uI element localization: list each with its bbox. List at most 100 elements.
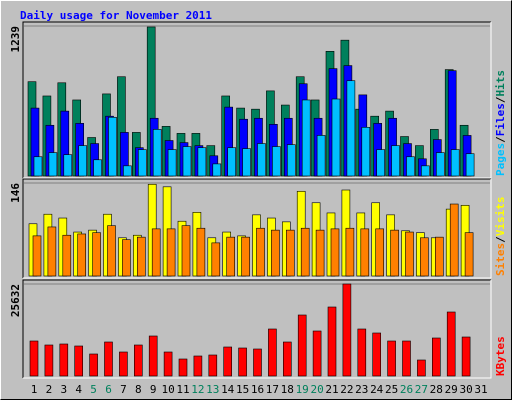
bar	[62, 234, 72, 277]
x-tick-label: 17	[266, 383, 279, 396]
bar	[301, 99, 311, 177]
legend: KBytes	[494, 336, 507, 376]
bar	[461, 336, 471, 377]
x-tick-label: 14	[221, 383, 235, 396]
bar	[108, 116, 117, 177]
bar	[387, 340, 396, 377]
x-tick-label: 3	[60, 383, 67, 396]
bar	[376, 149, 386, 177]
x-tick-label: 10	[161, 383, 174, 396]
bar	[151, 228, 161, 277]
bar	[450, 149, 460, 177]
x-tick-label: 7	[120, 383, 127, 396]
x-tick-label: 4	[75, 383, 82, 396]
bar	[122, 239, 131, 277]
bar	[182, 146, 192, 177]
bar	[327, 306, 337, 377]
bar	[74, 345, 83, 377]
legend-separator: /	[494, 136, 507, 143]
bar	[300, 227, 310, 277]
x-tick-label: 21	[325, 383, 338, 396]
legend-entry: Files	[494, 103, 507, 136]
bar	[152, 129, 162, 177]
bar	[137, 236, 146, 277]
bar	[167, 149, 177, 177]
bar	[78, 145, 87, 177]
x-tick-label: 1	[31, 383, 38, 396]
bar	[32, 235, 42, 277]
bar	[435, 152, 445, 177]
bar	[346, 80, 356, 177]
bar	[92, 232, 101, 277]
x-tick-label: 9	[150, 383, 157, 396]
chart-title: Daily usage for November 2011	[20, 9, 212, 22]
x-tick-label: 23	[355, 383, 368, 396]
x-tick-label: 11	[176, 383, 189, 396]
bar	[449, 203, 459, 277]
x-tick-label: 31	[474, 383, 487, 396]
bar	[29, 340, 39, 377]
bar	[464, 232, 474, 277]
bar	[47, 226, 57, 277]
bar	[196, 227, 206, 277]
bar	[63, 154, 73, 177]
bar	[315, 229, 325, 277]
legend-entry: KBytes	[494, 336, 507, 376]
x-tick-label: 25	[385, 383, 398, 396]
x-tick-label: 13	[206, 383, 219, 396]
bar	[77, 233, 86, 277]
legend: Sites/Visits	[494, 197, 507, 277]
bar	[286, 144, 296, 177]
y-tick-label: 146	[9, 183, 22, 203]
legend-entry: Sites	[494, 243, 507, 276]
x-tick-label: 16	[251, 383, 264, 396]
bar	[211, 242, 221, 277]
bar	[238, 347, 247, 377]
bar	[282, 341, 292, 377]
x-tick-label: 6	[105, 383, 112, 396]
x-tick-label: 20	[310, 383, 323, 396]
y-tick-label: 25632	[9, 284, 22, 317]
bar	[256, 227, 265, 277]
bar	[181, 225, 191, 277]
bevel	[23, 179, 492, 279]
bar	[271, 229, 280, 277]
legend: Pages/Files/Hits	[494, 70, 507, 176]
bar	[148, 335, 158, 377]
legend-entry: Hits	[494, 70, 507, 97]
bar	[272, 146, 281, 177]
bar	[421, 165, 430, 177]
x-tick-label: 18	[281, 383, 294, 396]
bevel	[22, 178, 491, 278]
bar	[59, 343, 69, 377]
bar	[227, 147, 236, 177]
legend-entry: Pages	[494, 143, 507, 176]
bar	[390, 229, 399, 277]
bar	[119, 351, 128, 377]
bar	[285, 229, 295, 277]
bar	[361, 127, 371, 177]
bar	[89, 353, 98, 377]
bar	[44, 344, 54, 377]
bar	[446, 311, 456, 377]
bar	[104, 341, 113, 377]
bar	[123, 165, 132, 177]
bevel	[23, 22, 492, 179]
bar	[241, 236, 250, 277]
x-tick-label: 22	[340, 383, 353, 396]
bar	[417, 359, 426, 377]
bar	[208, 354, 218, 377]
bar	[163, 351, 173, 377]
bar	[360, 228, 370, 277]
bar	[331, 98, 341, 177]
legend-separator: /	[494, 96, 507, 103]
bar	[391, 145, 400, 177]
y-tick-label: 1239	[9, 26, 22, 53]
bar	[107, 225, 116, 277]
bar	[375, 228, 385, 277]
bar	[431, 337, 441, 377]
bar	[242, 148, 251, 177]
bar	[193, 355, 203, 377]
